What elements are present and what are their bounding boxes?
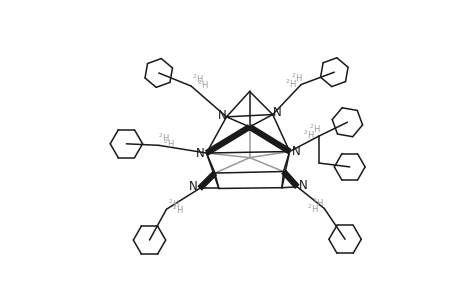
Text: $^{2}$H: $^{2}$H [158, 131, 169, 144]
Text: N: N [272, 106, 281, 119]
Text: $^{2}$H: $^{2}$H [290, 71, 302, 84]
Text: $^{2}$H: $^{2}$H [192, 73, 203, 85]
Text: $^{2}$H: $^{2}$H [284, 77, 296, 90]
Text: N: N [298, 179, 307, 192]
Text: N: N [196, 146, 204, 160]
Text: N: N [217, 109, 226, 122]
Text: $^{2}$H: $^{2}$H [306, 203, 318, 215]
Text: $^{2}$H: $^{2}$H [167, 198, 179, 210]
Text: $^{2}$H: $^{2}$H [308, 122, 319, 135]
Text: N: N [189, 180, 197, 194]
Text: $^{2}$H: $^{2}$H [311, 197, 323, 209]
Text: $^{2}$H: $^{2}$H [172, 204, 184, 216]
Text: $^{2}$H: $^{2}$H [302, 128, 314, 141]
Text: N: N [291, 145, 300, 158]
Text: $^{2}$H: $^{2}$H [196, 79, 208, 92]
Text: $^{2}$H: $^{2}$H [162, 138, 174, 150]
